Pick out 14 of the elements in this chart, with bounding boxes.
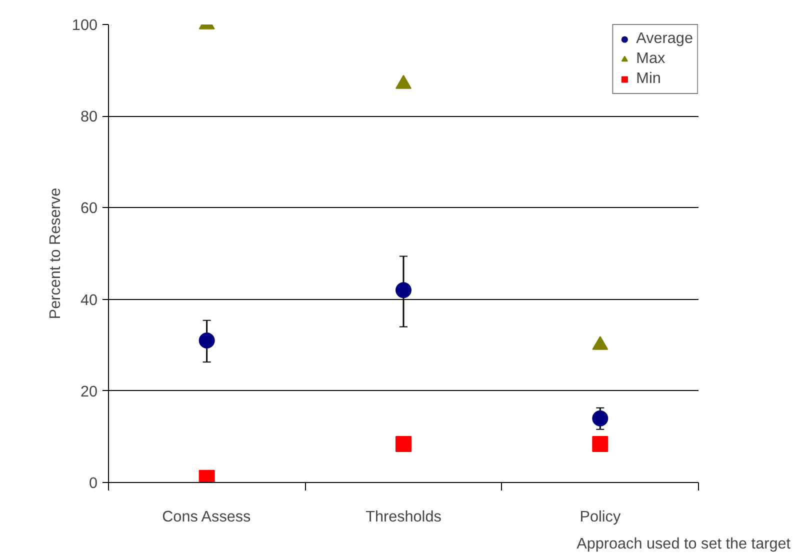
y-tick-label: 60 xyxy=(80,200,98,218)
x-tick-label: Cons Assess xyxy=(162,508,252,526)
x-tick-label: Policy xyxy=(580,508,621,526)
legend-label: Min xyxy=(636,70,661,88)
legend-label: Max xyxy=(636,50,666,68)
y-tick-label: 40 xyxy=(80,292,98,309)
y-axis-title: Percent to Reserve xyxy=(46,188,64,320)
y-tick-label: 0 xyxy=(88,475,98,492)
y-tick-label: 100 xyxy=(72,17,98,34)
x-axis-title: Approach used to set the target xyxy=(576,536,792,552)
y-tick-label: 80 xyxy=(80,108,98,126)
x-tick-label: Thresholds xyxy=(366,508,442,526)
y-tick-label: 20 xyxy=(80,383,98,400)
legend-label: Average xyxy=(636,30,693,48)
